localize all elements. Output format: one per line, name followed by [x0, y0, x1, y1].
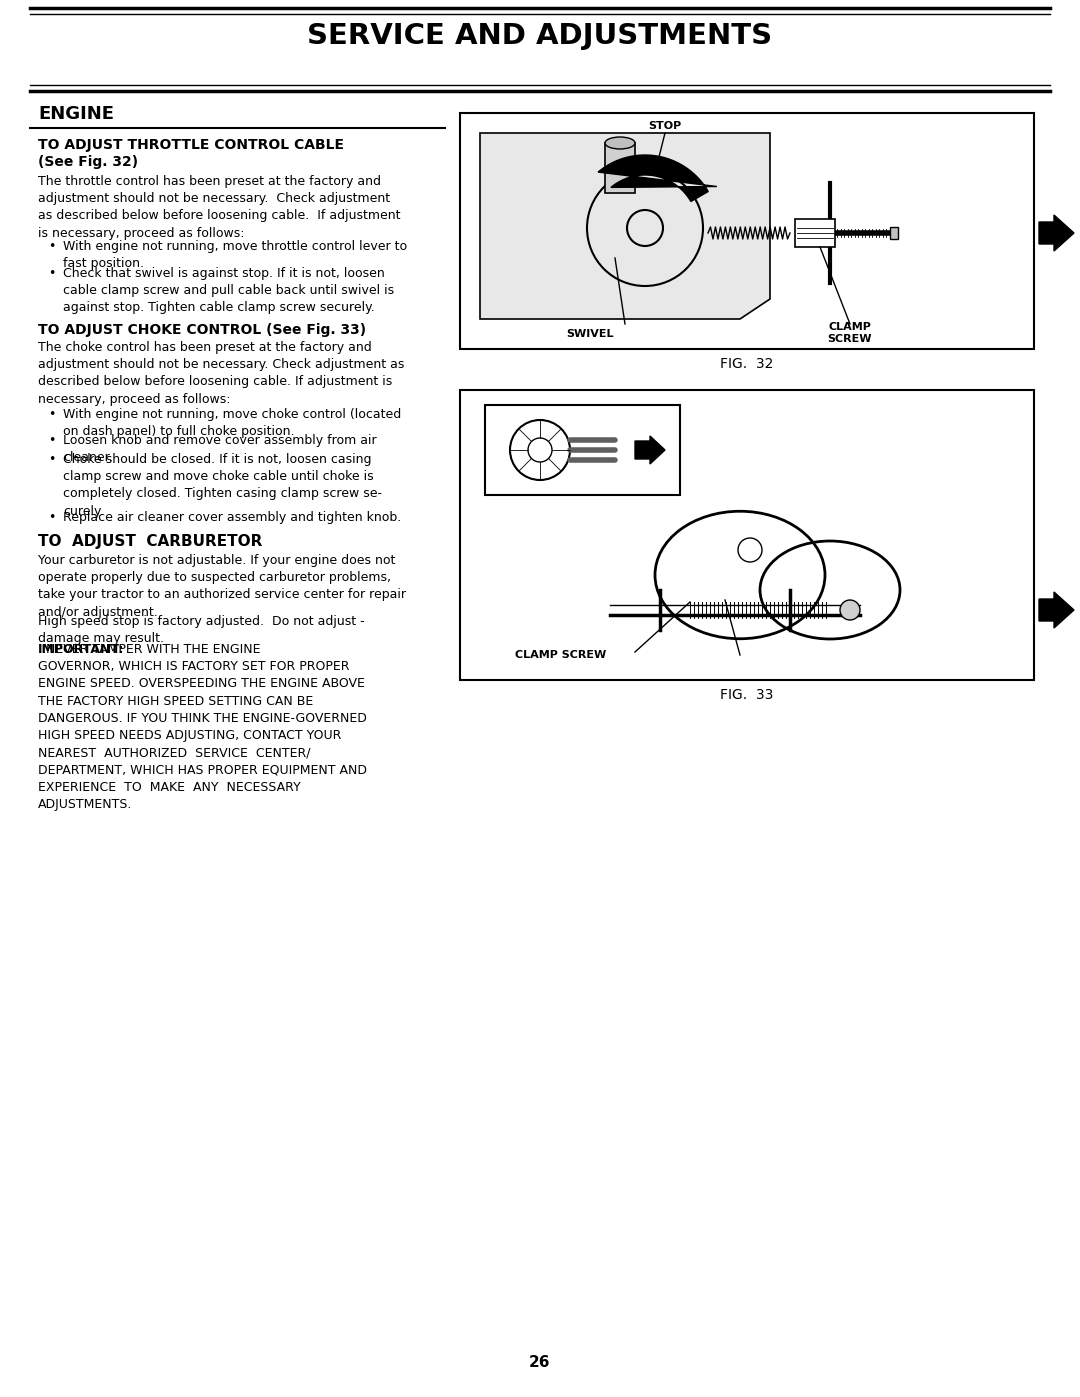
Text: STOP: STOP: [648, 122, 681, 131]
Text: High speed stop is factory adjusted.  Do not adjust -
damage may result.: High speed stop is factory adjusted. Do …: [38, 615, 365, 645]
Text: Check that swivel is against stop. If it is not, loosen
cable clamp screw and pu: Check that swivel is against stop. If it…: [63, 267, 394, 314]
Text: Your carburetor is not adjustable. If your engine does not
operate properly due : Your carburetor is not adjustable. If yo…: [38, 555, 406, 619]
Bar: [605, 142, 635, 193]
Text: With engine not running, move choke control (located
on dash panel) to full chok: With engine not running, move choke cont…: [63, 408, 402, 439]
Bar: [460, 113, 1034, 349]
Text: The choke control has been preset at the factory and
adjustment should not be ne: The choke control has been preset at the…: [38, 341, 404, 405]
Text: TO ADJUST THROTTLE CONTROL CABLE: TO ADJUST THROTTLE CONTROL CABLE: [38, 138, 345, 152]
Text: •: •: [48, 267, 55, 279]
Text: Replace air cleaner cover assembly and tighten knob.: Replace air cleaner cover assembly and t…: [63, 511, 402, 524]
Text: Choke should be closed. If it is not, loosen casing
clamp screw and move choke c: Choke should be closed. If it is not, lo…: [63, 453, 382, 518]
FancyArrow shape: [1039, 592, 1074, 629]
Text: •: •: [48, 434, 55, 447]
Bar: [795, 219, 835, 247]
Text: •: •: [48, 453, 55, 467]
Bar: [462, 115, 1032, 346]
Text: CLAMP SCREW: CLAMP SCREW: [515, 650, 606, 659]
Text: Loosen knob and remove cover assembly from air
cleaner.: Loosen knob and remove cover assembly fr…: [63, 434, 377, 464]
Bar: [485, 405, 680, 495]
Text: The throttle control has been preset at the factory and
adjustment should not be: The throttle control has been preset at …: [38, 175, 401, 240]
Text: ENGINE: ENGINE: [38, 105, 114, 123]
Text: TO  ADJUST  CARBURETOR: TO ADJUST CARBURETOR: [38, 534, 262, 549]
Text: •: •: [48, 511, 55, 524]
Text: SERVICE AND ADJUSTMENTS: SERVICE AND ADJUSTMENTS: [308, 22, 772, 50]
Text: •: •: [48, 408, 55, 420]
Text: FIG.  33: FIG. 33: [720, 687, 773, 703]
Circle shape: [840, 599, 860, 620]
Text: 26: 26: [529, 1355, 551, 1370]
Text: With engine not running, move throttle control lever to
fast position.: With engine not running, move throttle c…: [63, 240, 407, 270]
Text: IMPORTANT:: IMPORTANT:: [38, 643, 124, 657]
Bar: [890, 226, 897, 239]
Text: SWIVEL: SWIVEL: [566, 330, 613, 339]
FancyArrow shape: [1039, 215, 1074, 251]
Text: FIG.  32: FIG. 32: [720, 358, 773, 372]
Polygon shape: [480, 133, 770, 319]
Ellipse shape: [605, 137, 635, 149]
Text: CLAMP
SCREW: CLAMP SCREW: [827, 323, 873, 344]
Text: TO ADJUST CHOKE CONTROL (See Fig. 33): TO ADJUST CHOKE CONTROL (See Fig. 33): [38, 323, 366, 337]
FancyArrow shape: [635, 436, 665, 464]
Text: •: •: [48, 240, 55, 253]
Bar: [460, 390, 1034, 680]
Polygon shape: [598, 155, 717, 201]
Text: (See Fig. 32): (See Fig. 32): [38, 155, 138, 169]
Text: NEVER TAMPER WITH THE ENGINE
GOVERNOR, WHICH IS FACTORY SET FOR PROPER
ENGINE SP: NEVER TAMPER WITH THE ENGINE GOVERNOR, W…: [38, 643, 367, 810]
